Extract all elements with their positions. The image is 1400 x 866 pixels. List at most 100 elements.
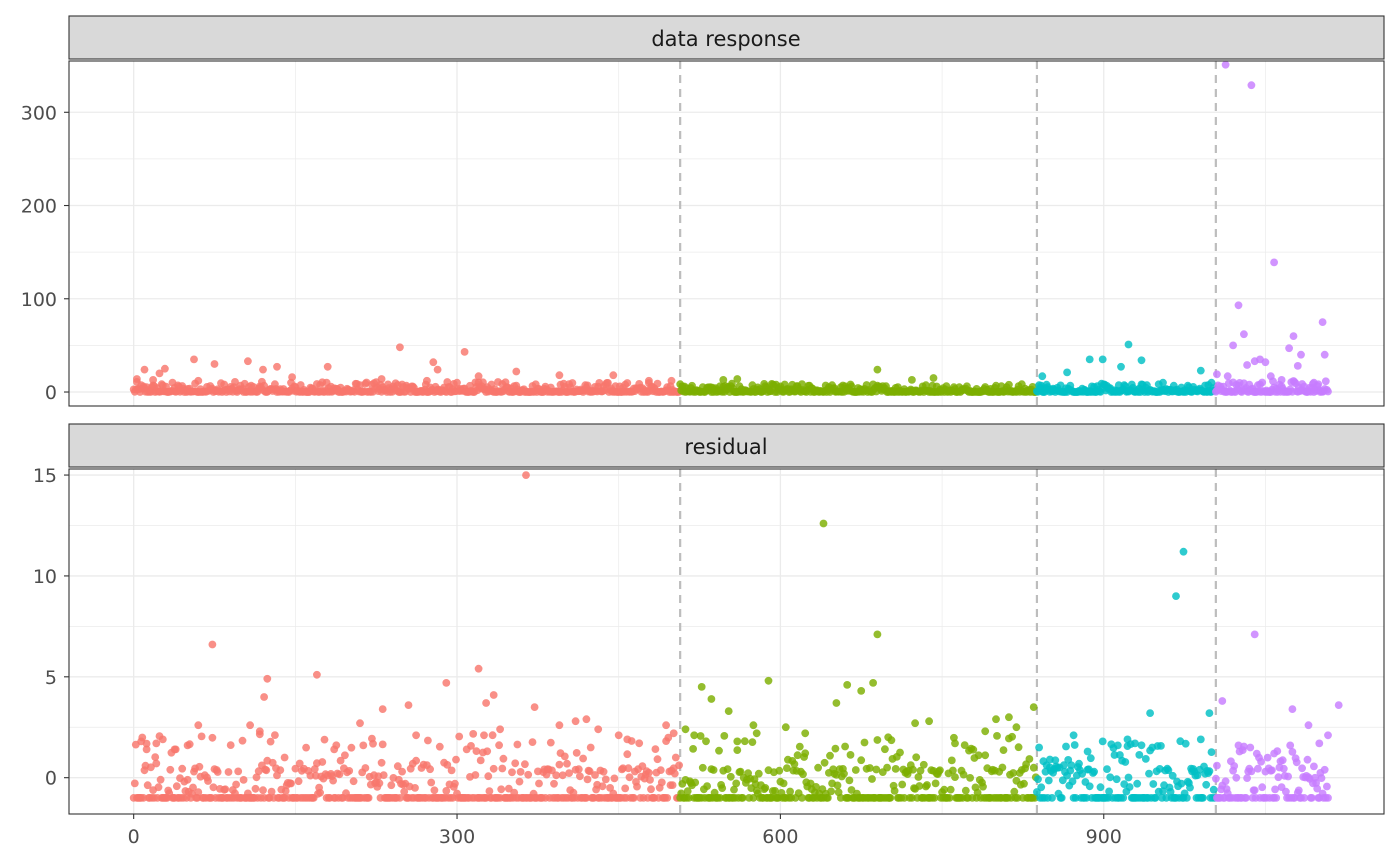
data-point [1119,794,1128,802]
data-point [1124,340,1133,349]
data-point [1029,763,1038,772]
data-point [1113,741,1122,750]
data-point [826,751,834,760]
data-point [697,683,706,691]
data-point [633,782,641,791]
data-point [452,755,460,764]
data-point [1012,723,1021,732]
data-point [522,471,530,479]
data-point [872,765,881,774]
data-point [396,794,404,802]
data-point [621,784,630,793]
data-point [1159,378,1167,387]
data-point [1135,751,1144,759]
data-point [827,787,835,796]
data-point [1270,258,1278,267]
data-point [1025,755,1034,763]
data-point [524,770,533,779]
data-point [940,785,949,794]
data-point [266,737,275,746]
data-point [197,732,206,741]
data-point [515,777,524,786]
data-point [1254,764,1262,773]
x-tick-label: 300 [439,826,475,848]
data-point [781,723,790,732]
data-point [696,732,705,740]
data-point [1070,741,1079,749]
data-point [1090,767,1098,776]
data-point [718,784,727,792]
data-point [336,756,345,765]
data-point [840,769,848,778]
data-point [1157,742,1165,750]
data-point [330,745,339,754]
data-point [1149,780,1158,788]
data-point [702,737,710,746]
data-point [558,771,567,780]
data-point [1112,775,1121,784]
data-point [698,763,707,772]
data-point [194,788,203,796]
data-point [1250,630,1259,639]
data-point [442,787,451,795]
data-point [1246,743,1255,752]
data-point [1057,794,1066,802]
data-point [262,766,271,775]
data-point [251,784,260,793]
strip-label-residual: residual [684,435,767,459]
data-point [1151,794,1160,802]
data-point [981,727,990,736]
data-point [583,775,592,784]
data-point [1223,372,1232,381]
data-point [361,764,370,772]
data-point [966,774,974,782]
data-point [1202,780,1211,789]
data-point [912,753,921,762]
data-point [485,787,494,795]
data-point [946,785,955,794]
data-point [426,765,434,774]
data-point [886,794,895,802]
data-point [993,732,1001,740]
data-point [929,374,938,382]
data-point [560,752,569,761]
data-point [156,775,165,784]
data-point [1317,774,1326,782]
data-point [923,781,931,789]
data-point [239,776,248,784]
x-tick-label: 0 [128,826,140,848]
data-point [1266,372,1275,381]
data-point [647,785,655,794]
data-point [1168,771,1177,780]
data-point [1146,709,1154,717]
y-tick-label: 300 [21,102,57,124]
data-point [623,735,632,744]
data-point [318,758,327,766]
data-point [1067,761,1076,770]
data-point [1038,372,1047,381]
data-point [681,725,690,734]
data-point [1292,758,1301,767]
data-point [398,767,406,776]
data-point [623,750,632,759]
data-point [1270,749,1278,758]
data-point [133,375,141,383]
data-point [1196,735,1205,744]
data-point [565,769,573,777]
data-point [498,764,507,773]
data-point [1334,701,1343,709]
data-point [375,779,384,788]
data-point [703,782,711,790]
data-point [412,731,420,740]
data-point [998,763,1007,772]
data-point [599,767,608,776]
data-point [1229,341,1237,350]
data-point [831,744,840,753]
data-point [379,771,388,779]
data-point [992,715,1000,724]
data-point [151,753,160,761]
data-point [1181,739,1190,748]
data-point [662,721,670,730]
data-point [412,756,420,765]
x-tick-label: 900 [1086,826,1122,848]
